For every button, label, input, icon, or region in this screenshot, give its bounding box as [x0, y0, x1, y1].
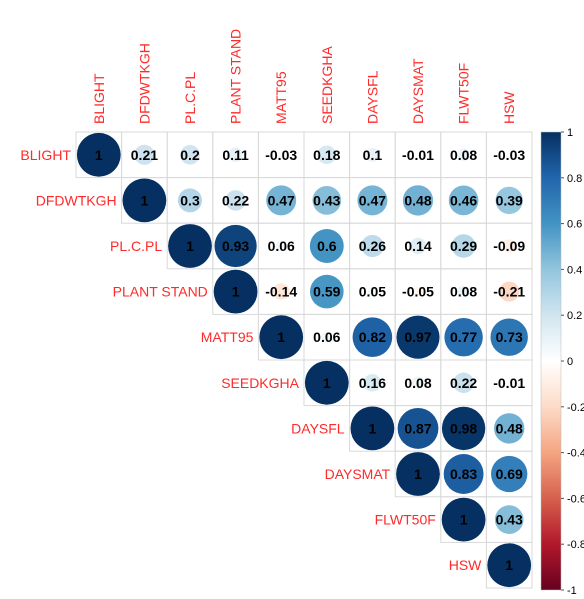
correlation-value: -0.01	[493, 375, 525, 391]
row-label: HSW	[449, 557, 482, 573]
column-label: PL.C.PL	[182, 72, 198, 124]
correlation-value: 1	[369, 420, 377, 436]
color-bar-tick-label: 0	[567, 356, 573, 368]
correlation-value: -0.14	[265, 284, 297, 300]
correlation-value: 0.29	[450, 238, 477, 254]
correlation-value: 0.97	[404, 329, 431, 345]
correlation-value: 0.98	[450, 420, 477, 436]
correlation-value: 0.22	[450, 375, 477, 391]
correlation-value: 1	[232, 284, 240, 300]
column-label: PLANT STAND	[228, 29, 244, 124]
correlation-value: 0.11	[222, 147, 249, 163]
row-label: FLWT50F	[375, 512, 436, 528]
column-label: DAYSFL	[364, 70, 380, 124]
correlation-value: 0.43	[313, 192, 340, 208]
correlation-value: 1	[323, 375, 331, 391]
color-bar-tick-label: -0.8	[567, 539, 584, 551]
correlation-value: 0.48	[496, 420, 523, 436]
correlation-value: 0.69	[496, 466, 523, 482]
correlation-value: 1	[186, 238, 194, 254]
correlation-value: 0.59	[313, 284, 340, 300]
correlation-value: 1	[95, 147, 103, 163]
column-label: HSW	[501, 91, 517, 124]
column-label: DFDWTKGH	[136, 43, 152, 124]
correlation-value: 0.18	[313, 147, 340, 163]
correlation-value: 0.73	[496, 329, 523, 345]
row-label: PLANT STAND	[113, 284, 208, 300]
correlation-value: 0.14	[404, 238, 431, 254]
row-label: DFDWTKGH	[36, 192, 117, 208]
correlation-value: 0.06	[313, 329, 340, 345]
color-bar-tick-label: 0.6	[567, 219, 582, 231]
correlation-value: 0.3	[180, 192, 200, 208]
correlation-value: 0.08	[450, 147, 477, 163]
color-bar-tick-label: 0.4	[567, 264, 582, 276]
row-label: DAYSFL	[291, 420, 345, 436]
correlation-value: 0.2	[180, 147, 200, 163]
color-bar-tick-label: -0.4	[567, 448, 584, 460]
color-bar-tick-label: -1	[567, 585, 577, 594]
correlation-value: 0.48	[404, 192, 431, 208]
color-legend: 1 0.8 0.6 0.4 0.2 0 -0.2 -0.4 -0.6 -0.8 -1	[541, 127, 584, 594]
correlation-value: 0.47	[268, 192, 295, 208]
correlation-value: -0.21	[493, 284, 525, 300]
correlation-value: 0.39	[496, 192, 523, 208]
correlation-value: 1	[505, 557, 513, 573]
correlation-value: 0.47	[359, 192, 386, 208]
correlation-value: 0.08	[404, 375, 431, 391]
column-label: DAYSMAT	[410, 58, 426, 124]
correlation-value: 0.87	[404, 420, 431, 436]
correlation-value: 1	[277, 329, 285, 345]
correlation-value: -0.03	[265, 147, 297, 163]
correlation-value: 0.1	[363, 147, 383, 163]
correlation-value: -0.03	[493, 147, 525, 163]
correlation-value: 0.06	[268, 238, 295, 254]
correlation-value: 0.05	[359, 284, 386, 300]
row-label: DAYSMAT	[325, 466, 391, 482]
color-bar-tick-label: 0.2	[567, 310, 582, 322]
color-bar-tick-label: 0.8	[567, 173, 582, 185]
row-label: BLIGHT	[20, 147, 71, 163]
correlation-value: 1	[460, 512, 468, 528]
column-label: SEEDKGHA	[319, 46, 335, 124]
correlation-value: 0.93	[222, 238, 249, 254]
correlation-value: 0.08	[450, 284, 477, 300]
correlation-value: 0.21	[131, 147, 158, 163]
correlation-value: 0.83	[450, 466, 477, 482]
correlation-value: 0.26	[359, 238, 386, 254]
variable-labels: BLIGHT DFDWTKGH PL.C.PL PLANT STAND MATT95 SE…	[20, 29, 517, 573]
column-label: FLWT50F	[456, 63, 472, 124]
correlation-value: 0.82	[359, 329, 386, 345]
row-label: SEEDKGHA	[221, 375, 299, 391]
color-bar	[541, 132, 561, 590]
column-label: MATT95	[273, 71, 289, 124]
correlation-value: 0.22	[222, 192, 249, 208]
correlation-value: 0.46	[450, 192, 477, 208]
column-label: BLIGHT	[91, 73, 107, 124]
correlation-value: 0.77	[450, 329, 477, 345]
correlation-value: 0.6	[317, 238, 337, 254]
row-label: MATT95	[201, 329, 254, 345]
color-bar-tick-label: -0.6	[567, 493, 584, 505]
correlation-value: 1	[414, 466, 422, 482]
correlation-value: 0.16	[359, 375, 386, 391]
correlation-value: -0.09	[493, 238, 525, 254]
color-bar-tick-label: -0.2	[567, 402, 584, 414]
correlation-value: -0.01	[402, 147, 434, 163]
correlation-value: -0.05	[402, 284, 434, 300]
color-bar-tick-label: 1	[567, 127, 573, 139]
correlation-value: 0.43	[496, 512, 523, 528]
row-label: PL.C.PL	[110, 238, 162, 254]
correlation-value: 1	[141, 192, 149, 208]
